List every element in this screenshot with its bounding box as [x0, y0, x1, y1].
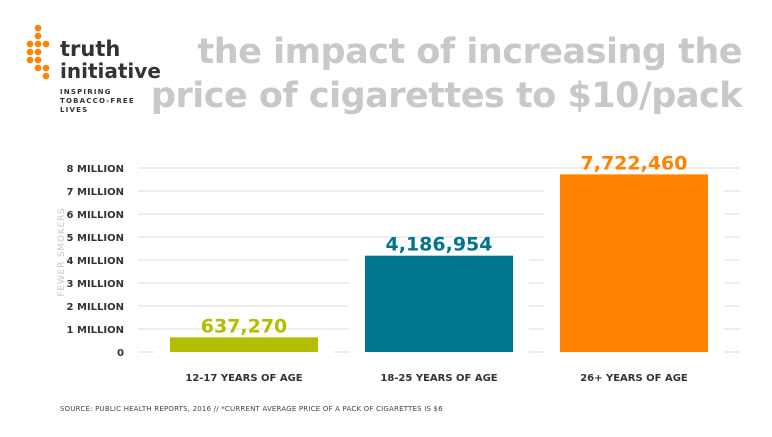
source-note: SOURCE: PUBLIC HEALTH REPORTS, 2016 // *…	[60, 405, 443, 413]
data-label: 4,186,954	[386, 234, 493, 256]
y-tick-label: 3 MILLION	[67, 279, 124, 290]
bar-1	[170, 337, 318, 352]
logo-tagline-1: INSPIRING	[60, 88, 112, 96]
logo-tagline-3: LIVES	[60, 106, 88, 114]
y-tick-label: 5 MILLION	[67, 233, 124, 244]
y-tick-label: 1 MILLION	[67, 325, 124, 336]
title-line-1: the impact of increasing the	[197, 32, 743, 72]
y-tick-label: 7 MILLION	[67, 187, 124, 198]
y-tick-label: 6 MILLION	[67, 210, 124, 221]
data-label: 637,270	[201, 315, 288, 337]
logo-dots-icon: truth initiative INSPIRING TOBACCO-FREE …	[26, 24, 161, 114]
data-label: 7,722,460	[581, 152, 688, 174]
y-axis-label: FEWER SMOKERS	[57, 207, 67, 296]
y-tick-label: 0	[117, 348, 124, 359]
bar-3	[560, 174, 708, 352]
y-tick-label: 2 MILLION	[67, 302, 124, 313]
page-title: the impact of increasing the price of ci…	[150, 30, 743, 118]
title-line-2: price of cigarettes to $10/pack	[150, 76, 743, 116]
y-tick-label: 8 MILLION	[67, 164, 124, 175]
bar-2	[365, 255, 513, 352]
logo-name-line2: initiative	[60, 59, 161, 83]
logo-name-line1: truth	[60, 37, 120, 61]
x-category-label: 26+ YEARS OF AGE	[580, 373, 688, 384]
logo-tagline-2: TOBACCO-FREE	[60, 97, 135, 105]
truth-initiative-logo: truth initiative INSPIRING TOBACCO-FREE …	[24, 24, 224, 119]
x-category-label: 12-17 YEARS OF AGE	[185, 373, 302, 384]
y-tick-label: 4 MILLION	[67, 256, 124, 267]
x-category-label: 18-25 YEARS OF AGE	[380, 373, 497, 384]
